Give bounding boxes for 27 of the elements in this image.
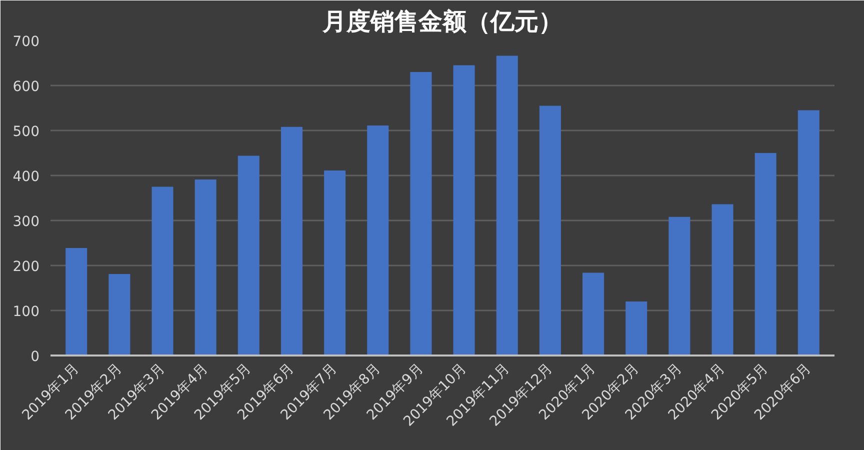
bar [280,126,302,356]
bar [668,216,690,356]
bar [626,302,648,356]
bar [108,274,130,356]
bar [66,248,88,356]
y-tick-label: 100 [12,304,40,320]
chart-title: 月度销售金额（亿元） [322,8,562,36]
bar [453,65,475,356]
bar [754,153,776,356]
bar [238,156,260,356]
bar [496,56,518,356]
bar [194,180,216,356]
y-tick-label: 500 [12,124,40,140]
bar [152,186,174,356]
bar [367,126,389,356]
bar [798,110,820,356]
bar [712,204,734,356]
y-tick-label: 400 [12,169,40,185]
bar [410,72,432,356]
y-tick-label: 700 [12,34,40,50]
bar [324,170,346,356]
y-tick-label: 300 [12,214,40,230]
y-tick-label: 200 [12,259,40,275]
y-tick-label: 0 [30,349,40,365]
bar [539,106,561,356]
y-tick-label: 600 [12,79,40,95]
bar [582,272,604,356]
